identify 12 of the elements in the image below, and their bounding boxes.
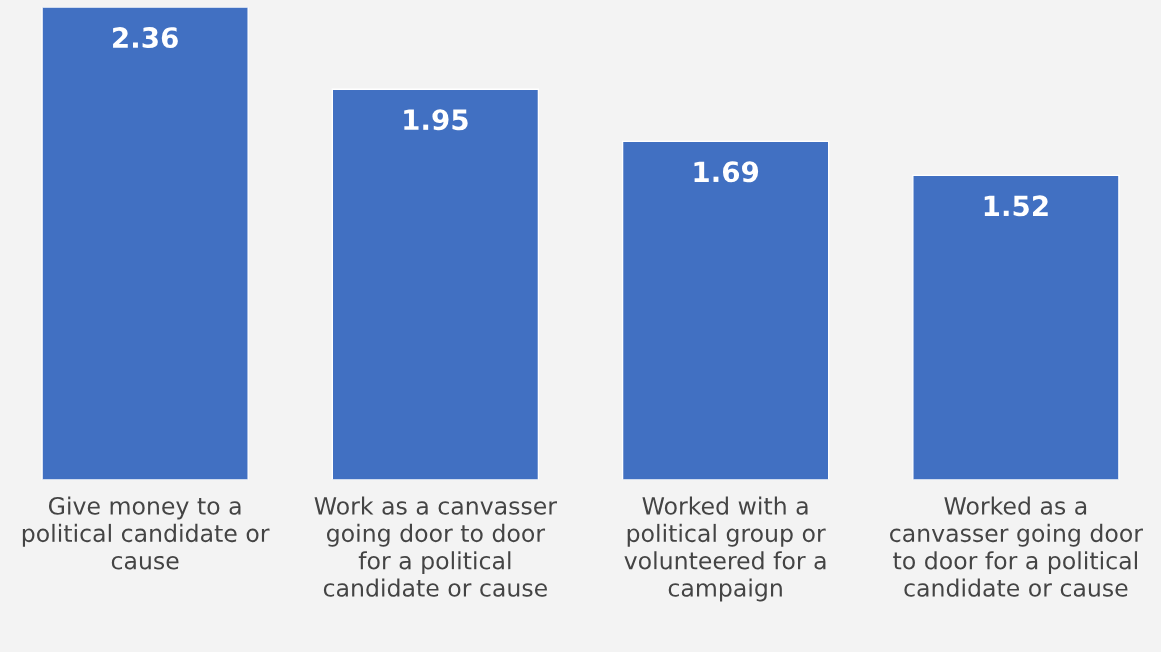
x-tick-label: Work as a canvasser going door to door for a political candidate or cause [314,496,557,597]
data-label: 1.95 [404,109,468,131]
x-tick-label: Worked as a canvasser going door to door for a political candidate or cause [890,496,1143,597]
bar [41,7,249,480]
data-label: 2.36 [113,27,178,49]
data-label: 1.52 [984,195,1048,217]
bar [912,174,1120,480]
data-label: 1.69 [694,161,759,183]
bar [331,88,540,480]
bar [621,140,830,480]
x-tick-label: Worked with a political group or volunteered for a campaign [624,496,826,602]
x-tick-label: Give money to a political candidate or cause [22,496,270,570]
